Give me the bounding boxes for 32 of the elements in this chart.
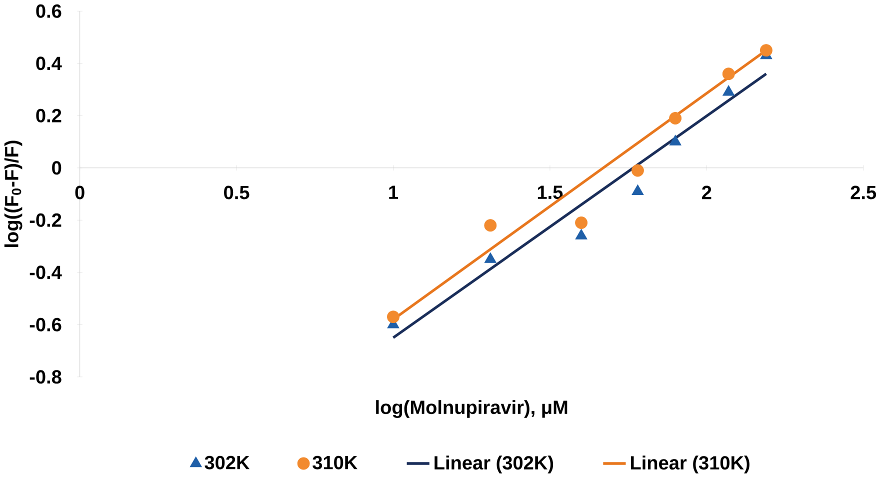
x-tick-label: 1 (389, 186, 398, 200)
y-tick-label: 0.2 (36, 109, 62, 123)
y-tick-label: 0 (52, 161, 62, 175)
point (632, 184, 644, 196)
legend-label: 310K (312, 456, 358, 470)
y-tick-label: 0.4 (36, 56, 62, 70)
y-tick-label: -0.8 (30, 370, 62, 384)
x-tick-label: 2 (702, 186, 712, 200)
legend-label: Linear (310K) (630, 456, 750, 474)
point (631, 164, 644, 177)
point (760, 44, 772, 57)
point (669, 112, 682, 125)
legend-label: 302K (204, 456, 250, 470)
x-tick-label: 0 (75, 186, 84, 200)
point (575, 216, 588, 230)
point (575, 229, 588, 240)
point (722, 68, 735, 80)
x-tick-label: 2.5 (850, 186, 876, 200)
x-axis-title: log(Molnupiravir), μM (376, 400, 568, 418)
legend-label: Linear (302K) (434, 456, 554, 474)
point (484, 219, 497, 232)
x-tick-label: 1.5 (538, 186, 563, 200)
point (722, 85, 735, 96)
point (484, 252, 496, 264)
y-axis-title: log((F$_{0}$-F)/F) (4, 140, 22, 248)
y-tick-label: -0.2 (30, 214, 62, 228)
point (387, 310, 400, 324)
point (669, 135, 682, 146)
y-tick-label: -0.4 (30, 266, 62, 280)
y-tick-label: 0.6 (36, 4, 62, 18)
y-tick-label: -0.6 (30, 318, 62, 332)
x-tick-label: 0.5 (224, 186, 250, 200)
